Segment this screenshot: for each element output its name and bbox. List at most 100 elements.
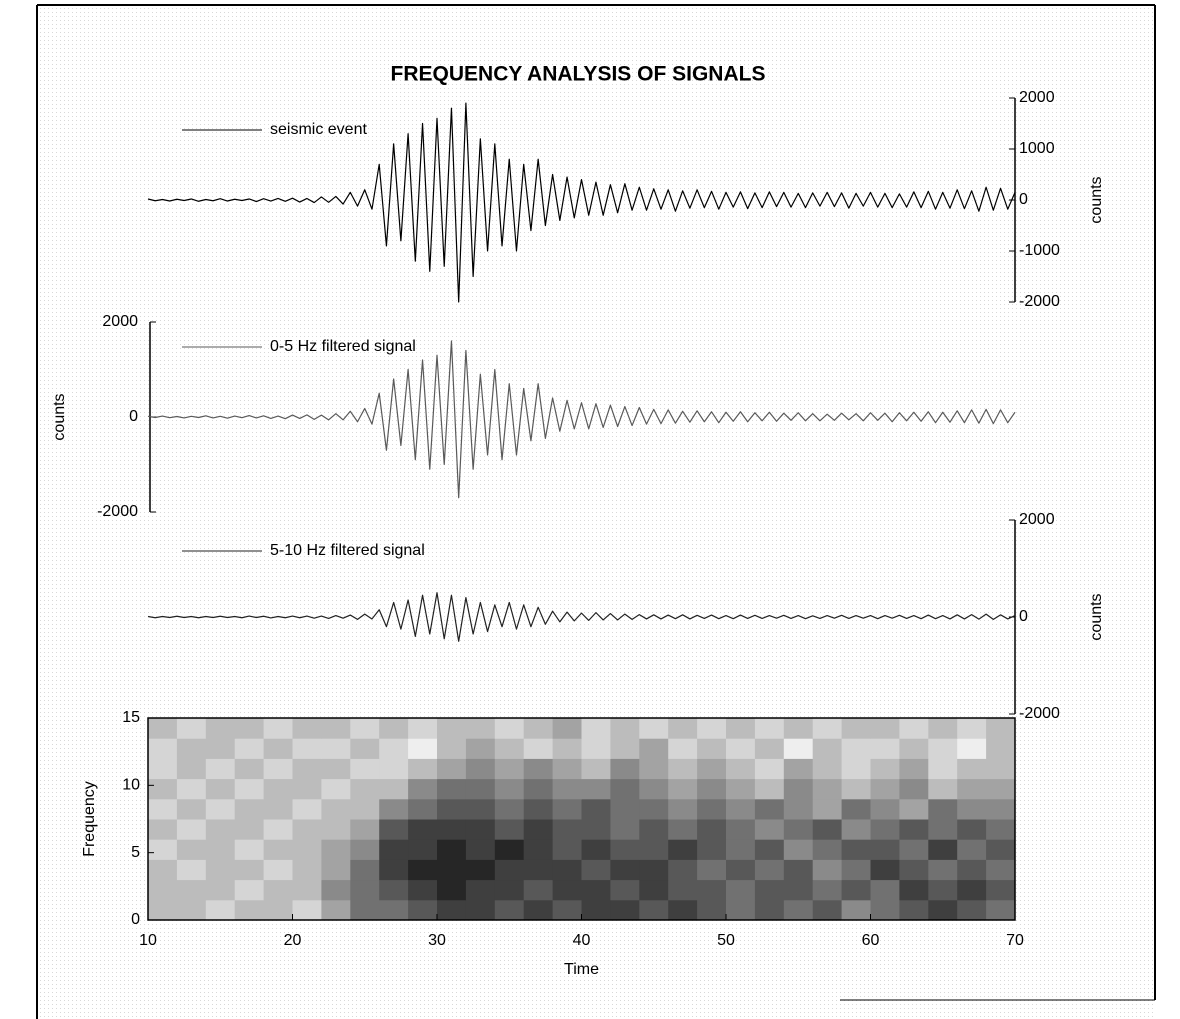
spectrogram-cell — [841, 879, 871, 901]
spectrogram-cell — [205, 758, 236, 780]
spectrogram-cell — [205, 798, 236, 820]
spectrogram-cell — [957, 899, 987, 921]
spectrogram-cell — [899, 718, 929, 739]
spectrogram-cell — [783, 879, 814, 901]
spectrogram-cell — [986, 778, 1016, 800]
spectrogram-cell — [408, 879, 438, 901]
spectrogram-cell — [408, 899, 438, 921]
x-tick-label: 20 — [284, 932, 302, 949]
spectrogram-cell — [870, 798, 900, 820]
spectrogram-cell — [379, 859, 409, 881]
spectrogram-cell — [957, 778, 987, 800]
spectrogram-cell — [350, 718, 380, 739]
spectrogram-cell — [581, 758, 611, 780]
spectrogram-cell — [176, 718, 207, 739]
spectrogram-cell — [234, 819, 265, 840]
y-tick-label: 0 — [1019, 608, 1028, 625]
spectrogram-cell — [581, 798, 611, 820]
spectrogram-cell — [899, 778, 929, 800]
spectrogram-cell — [812, 859, 843, 881]
spectrogram-cell — [350, 819, 380, 840]
x-tick-label: 70 — [1006, 932, 1024, 949]
spectrogram-cell — [639, 738, 669, 759]
spectrogram-cell — [841, 738, 871, 759]
spectrogram-cell — [263, 819, 293, 840]
spectrogram-cell — [783, 778, 814, 800]
spectrogram-cell — [986, 718, 1016, 739]
spectrogram-cell — [668, 758, 698, 780]
spectrogram-cell — [437, 819, 467, 840]
spectrogram-cell — [581, 899, 611, 921]
spectrogram-cell — [552, 899, 582, 921]
spectrogram-cell — [263, 778, 293, 800]
spectrogram-cell — [581, 738, 611, 759]
spectrogram-cell — [870, 859, 900, 881]
spectrogram-cell — [552, 839, 582, 860]
spectrogram-cell — [870, 738, 900, 759]
spectrogram-cell — [494, 899, 525, 921]
spectrogram-cell — [726, 819, 756, 840]
spectrogram-cell — [668, 718, 698, 739]
spectrogram-cell — [465, 718, 496, 739]
y-tick-label: 5 — [131, 844, 140, 861]
spectrogram-cell — [899, 839, 929, 860]
y-axis-label: counts — [1088, 176, 1105, 223]
spectrogram-cell — [379, 839, 409, 860]
spectrogram-cell — [494, 798, 525, 820]
spectrogram-cell — [697, 839, 727, 860]
spectrogram-cell — [697, 859, 727, 881]
spectrogram-cell — [841, 758, 871, 780]
spectrogram-cell — [812, 758, 843, 780]
spectrogram-cell — [465, 798, 496, 820]
spectrogram-cell — [379, 718, 409, 739]
spectrogram-cell — [292, 778, 322, 800]
spectrogram-cell — [581, 778, 611, 800]
spectrogram-cell — [668, 859, 698, 881]
spectrogram-cell — [379, 819, 409, 840]
spectrogram-cell — [928, 899, 958, 921]
y-tick-label: -1000 — [1019, 242, 1060, 259]
y-tick-label: 2000 — [1019, 89, 1055, 106]
y-tick-label: 0 — [131, 911, 140, 928]
spectrogram-cell — [841, 899, 871, 921]
spectrogram-cell — [148, 718, 178, 739]
spectrogram-cell — [552, 778, 582, 800]
y-axis-label: counts — [1088, 593, 1105, 640]
spectrogram-cell — [957, 859, 987, 881]
spectrogram-cell — [321, 899, 351, 921]
spectrogram-cell — [350, 839, 380, 860]
spectrogram-cell — [523, 839, 554, 860]
spectrogram-cell — [783, 758, 814, 780]
spectrogram-cell — [928, 839, 958, 860]
spectrogram-cell — [176, 738, 207, 759]
spectrogram-cell — [726, 798, 756, 820]
spectrogram-cell — [610, 778, 640, 800]
y-axis-label: Frequency — [81, 781, 98, 857]
spectrogram-cell — [986, 899, 1016, 921]
spectrogram-cell — [610, 798, 640, 820]
spectrogram-cell — [321, 718, 351, 739]
spectrogram-cell — [899, 798, 929, 820]
spectrogram-cell — [379, 778, 409, 800]
y-tick-label: 2000 — [1019, 511, 1055, 528]
spectrogram-cell — [928, 718, 958, 739]
spectrogram-cell — [783, 899, 814, 921]
spectrogram-cell — [697, 819, 727, 840]
spectrogram-cell — [437, 718, 467, 739]
spectrogram-cell — [899, 859, 929, 881]
spectrogram-cell — [899, 899, 929, 921]
spectrogram-cell — [494, 839, 525, 860]
spectrogram-cell — [292, 859, 322, 881]
spectrogram-cell — [292, 798, 322, 820]
spectrogram-cell — [350, 859, 380, 881]
spectrogram-cell — [610, 839, 640, 860]
spectrogram-cell — [494, 718, 525, 739]
spectrogram-cell — [205, 879, 236, 901]
spectrogram-cell — [234, 839, 265, 860]
spectrogram-cell — [263, 798, 293, 820]
spectrogram-cell — [697, 738, 727, 759]
spectrogram-cell — [726, 879, 756, 901]
spectrogram-cell — [726, 899, 756, 921]
spectrogram-cell — [437, 758, 467, 780]
spectrogram-cell — [581, 859, 611, 881]
